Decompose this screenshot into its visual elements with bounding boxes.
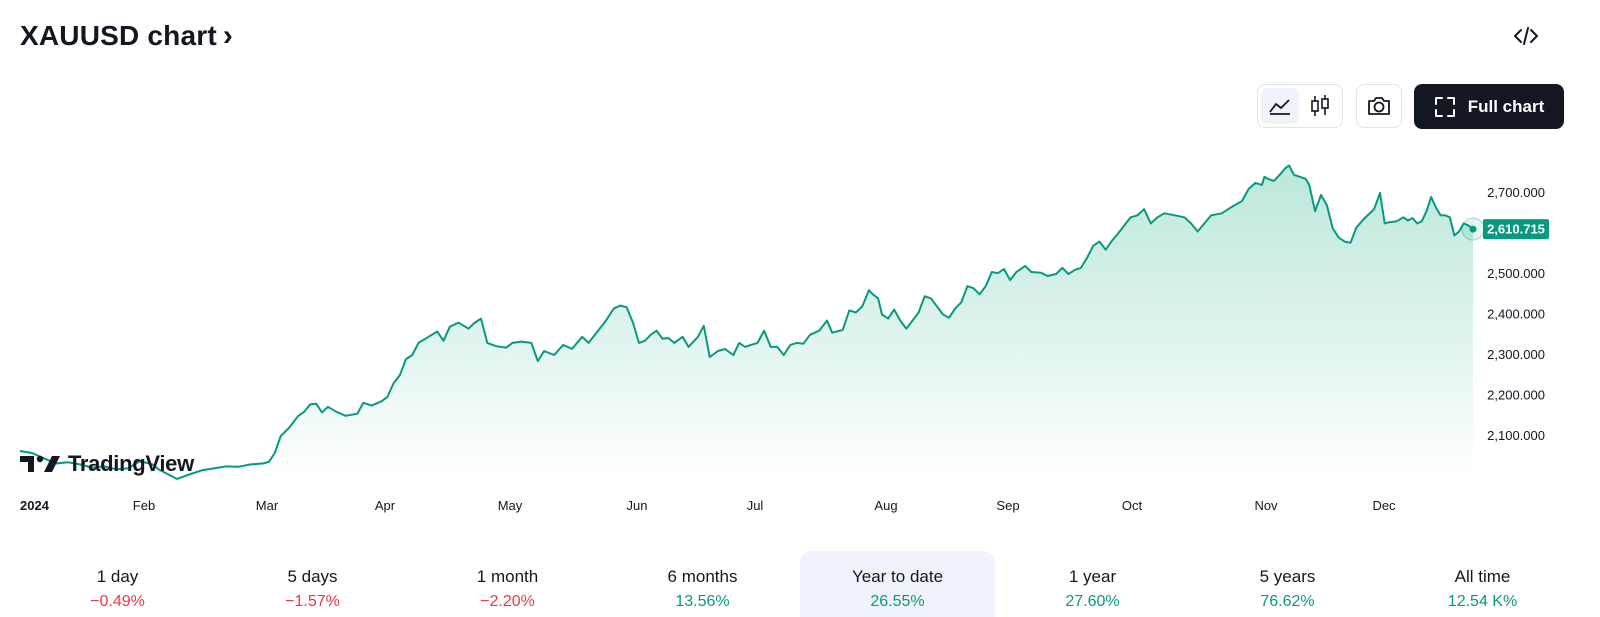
x-tick-label: Feb bbox=[133, 498, 155, 513]
period-change: −2.20% bbox=[480, 593, 535, 610]
area-chart-button[interactable] bbox=[1261, 88, 1299, 124]
period-label: 6 months bbox=[667, 567, 738, 586]
candlestick-icon bbox=[1311, 95, 1329, 116]
period-tab[interactable]: 1 day −0.49% bbox=[20, 551, 215, 617]
x-tick-label: Sep bbox=[996, 498, 1019, 513]
x-tick-label: Jun bbox=[627, 498, 648, 513]
code-embed-icon bbox=[1514, 27, 1538, 45]
x-tick-label: Apr bbox=[375, 498, 396, 513]
period-tab[interactable]: 6 months 13.56% bbox=[605, 551, 800, 617]
y-tick-label: 2,700.000 bbox=[1487, 185, 1545, 200]
chart-style-toggle bbox=[1257, 84, 1343, 128]
period-change: 26.55% bbox=[870, 593, 925, 610]
period-change: 76.62% bbox=[1260, 593, 1315, 610]
period-change: 13.56% bbox=[675, 593, 730, 610]
x-tick-label: Mar bbox=[256, 498, 279, 513]
period-change: −0.49% bbox=[90, 593, 145, 610]
period-tab[interactable]: 5 days −1.57% bbox=[215, 551, 410, 617]
last-price-dot bbox=[1469, 225, 1477, 233]
period-label: 5 years bbox=[1259, 567, 1316, 586]
period-label: 5 days bbox=[287, 567, 338, 586]
area-chart-icon bbox=[1269, 99, 1290, 115]
fullscreen-icon bbox=[1434, 96, 1455, 117]
tradingview-logo: TradingView bbox=[20, 450, 194, 478]
period-label: Year to date bbox=[851, 567, 944, 586]
y-tick-label: 2,100.000 bbox=[1487, 428, 1545, 443]
period-tab[interactable]: Year to date 26.55% bbox=[800, 551, 995, 617]
period-label: 1 day bbox=[96, 567, 139, 586]
period-change: 12.54 K% bbox=[1447, 593, 1518, 610]
period-tab[interactable]: 5 years 76.62% bbox=[1190, 551, 1385, 617]
embed-code-button[interactable] bbox=[1510, 22, 1542, 50]
x-tick-label: Dec bbox=[1372, 498, 1396, 513]
tradingview-logo-text: TradingView bbox=[68, 451, 194, 476]
x-tick-label: Jul bbox=[747, 498, 764, 513]
y-tick-label: 2,300.000 bbox=[1487, 347, 1545, 362]
x-tick-label: 2024 bbox=[20, 498, 50, 513]
period-label: All time bbox=[1454, 567, 1511, 586]
x-tick-label: Nov bbox=[1254, 498, 1278, 513]
period-label: 1 month bbox=[476, 567, 539, 586]
last-price-badge bbox=[1483, 219, 1549, 240]
period-tab[interactable]: 1 month −2.20% bbox=[410, 551, 605, 617]
y-tick-label: 2,200.000 bbox=[1487, 388, 1545, 403]
period-tab[interactable]: All time 12.54 K% bbox=[1385, 551, 1580, 617]
full-chart-label: Full chart bbox=[1467, 96, 1545, 116]
snapshot-button[interactable] bbox=[1356, 84, 1402, 128]
camera-icon bbox=[1368, 97, 1390, 115]
x-tick-label: Oct bbox=[1122, 498, 1143, 513]
page-title: XAUUSD chart bbox=[20, 20, 217, 51]
chevron-right-icon: › bbox=[222, 19, 234, 52]
last-price-label: 2,610.715 bbox=[1487, 222, 1545, 237]
chart-title-link[interactable]: XAUUSD chart › bbox=[20, 14, 233, 58]
y-tick-label: 2,400.000 bbox=[1487, 307, 1545, 322]
price-line bbox=[19, 164, 1474, 480]
price-chart[interactable]: 2,100.000 2,200.000 2,300.000 2,400.000 2,50… bbox=[0, 140, 1600, 520]
price-area-fill bbox=[20, 165, 1473, 479]
x-tick-label: May bbox=[498, 498, 523, 513]
performance-periods: 1 day −0.49% 5 days −1.57% 1 month −2.20% 6 mo… bbox=[20, 551, 1580, 617]
period-change: 27.60% bbox=[1065, 593, 1120, 610]
y-tick-label: 2,500.000 bbox=[1487, 266, 1545, 281]
tradingview-logo-icon bbox=[20, 455, 60, 472]
period-tab[interactable]: 1 year 27.60% bbox=[995, 551, 1190, 617]
period-label: 1 year bbox=[1068, 567, 1117, 586]
full-chart-button[interactable]: Full chart bbox=[1414, 84, 1564, 129]
candlestick-chart-button[interactable] bbox=[1301, 88, 1339, 124]
period-change: −1.57% bbox=[285, 593, 340, 610]
x-tick-label: Aug bbox=[874, 498, 897, 513]
